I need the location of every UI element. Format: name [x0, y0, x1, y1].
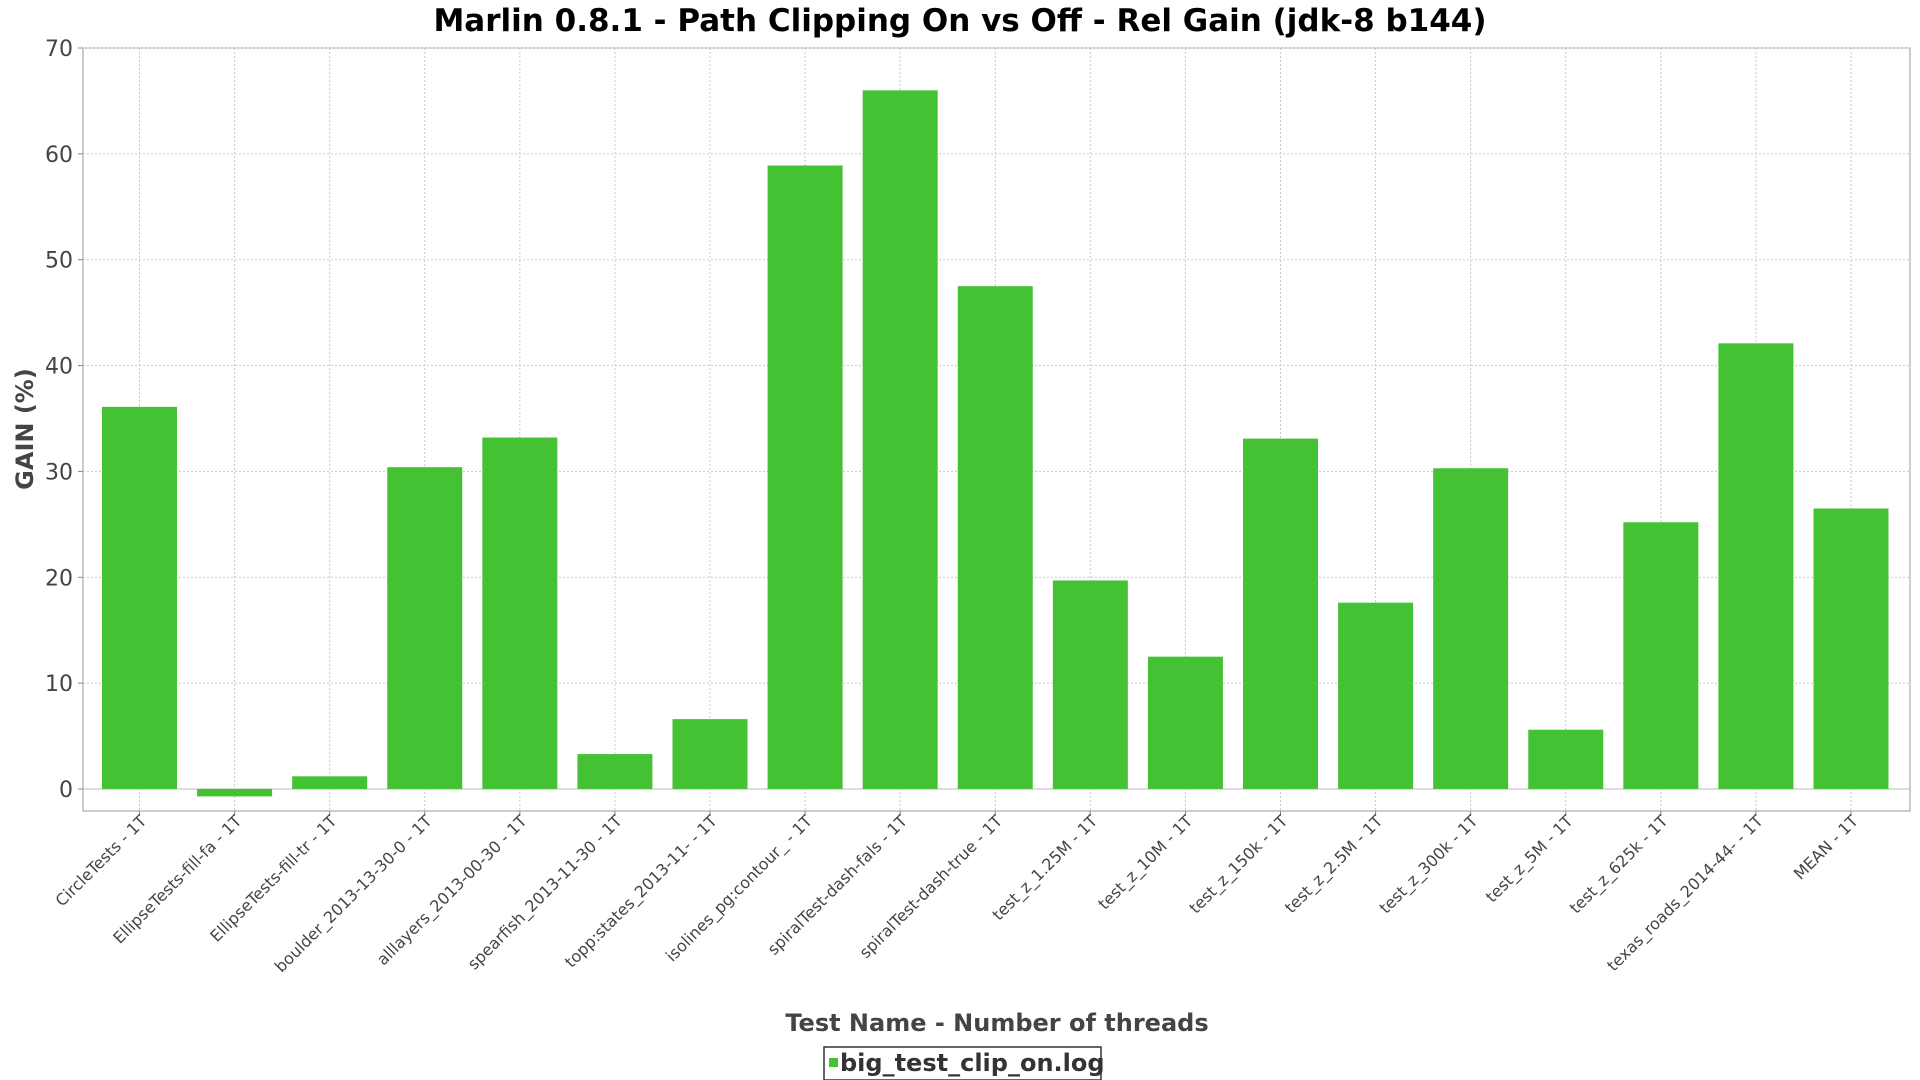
- y-tick-label: 50: [45, 249, 73, 274]
- x-tick-label: test_z_150k - 1T: [1185, 811, 1292, 918]
- y-axis-ticks: 0 10 20 30 40 50 60 70: [45, 37, 83, 803]
- x-tick-label: test_z_2.5M - 1T: [1281, 811, 1387, 917]
- x-axis-label: Test Name - Number of threads: [785, 1009, 1208, 1037]
- x-tick-label: alllayers_2013-00-30 - 1T: [373, 811, 532, 970]
- y-tick-label: 40: [45, 355, 73, 380]
- bar: [1147, 656, 1223, 789]
- bar: [767, 165, 843, 789]
- legend: big_test_clip_on.log: [823, 1046, 1105, 1080]
- bars: [102, 90, 1889, 797]
- x-tick-label: spearfish_2013-11-30 - 1T: [464, 811, 627, 974]
- bar: [1623, 522, 1699, 789]
- bar: [1528, 729, 1604, 789]
- x-tick-label: CircleTests - 1T: [52, 811, 151, 910]
- bar: [672, 719, 748, 789]
- bar: [1243, 438, 1318, 789]
- y-tick-label: 0: [59, 778, 73, 803]
- bar: [957, 286, 1033, 789]
- bar: [197, 789, 273, 797]
- y-tick-label: 20: [45, 566, 73, 591]
- legend-box: [823, 1046, 1102, 1080]
- y-axis-label: GAIN (%): [11, 368, 39, 490]
- x-tick-label: test_z_300k - 1T: [1376, 811, 1483, 918]
- x-tick-label: test_z_625k - 1T: [1566, 811, 1673, 918]
- y-tick-label: 10: [45, 672, 73, 697]
- x-tick-label: boulder_2013-13-30-0 - 1T: [271, 811, 437, 977]
- legend-swatch: [829, 1058, 838, 1067]
- bar: [1433, 468, 1509, 789]
- y-tick-label: 60: [45, 143, 73, 168]
- bar: [1338, 602, 1414, 789]
- bar: [387, 467, 463, 789]
- bar: [577, 754, 653, 789]
- x-tick-label: topp:states_2013-11- - 1T: [561, 811, 722, 972]
- y-tick-label: 30: [45, 460, 73, 485]
- y-tick-label: 70: [45, 37, 73, 62]
- x-tick-label: test_z_5M - 1T: [1482, 811, 1578, 907]
- chart-title: Marlin 0.8.1 - Path Clipping On vs Off -…: [433, 3, 1486, 39]
- x-tick-label: test_z_1.25M - 1T: [988, 811, 1102, 925]
- x-tick-label: MEAN - 1T: [1790, 811, 1862, 883]
- x-tick-label: texas_roads_2014-44- - 1T: [1603, 811, 1767, 975]
- x-tick-label: test_z_10M - 1T: [1094, 811, 1197, 914]
- bar: [292, 776, 368, 789]
- bar: [102, 406, 177, 789]
- legend-label: big_test_clip_on.log: [840, 1049, 1105, 1077]
- bar: [1052, 580, 1128, 789]
- bar: [482, 437, 558, 789]
- bar: [1813, 508, 1889, 789]
- bar: [1718, 343, 1794, 789]
- bar: [862, 90, 938, 790]
